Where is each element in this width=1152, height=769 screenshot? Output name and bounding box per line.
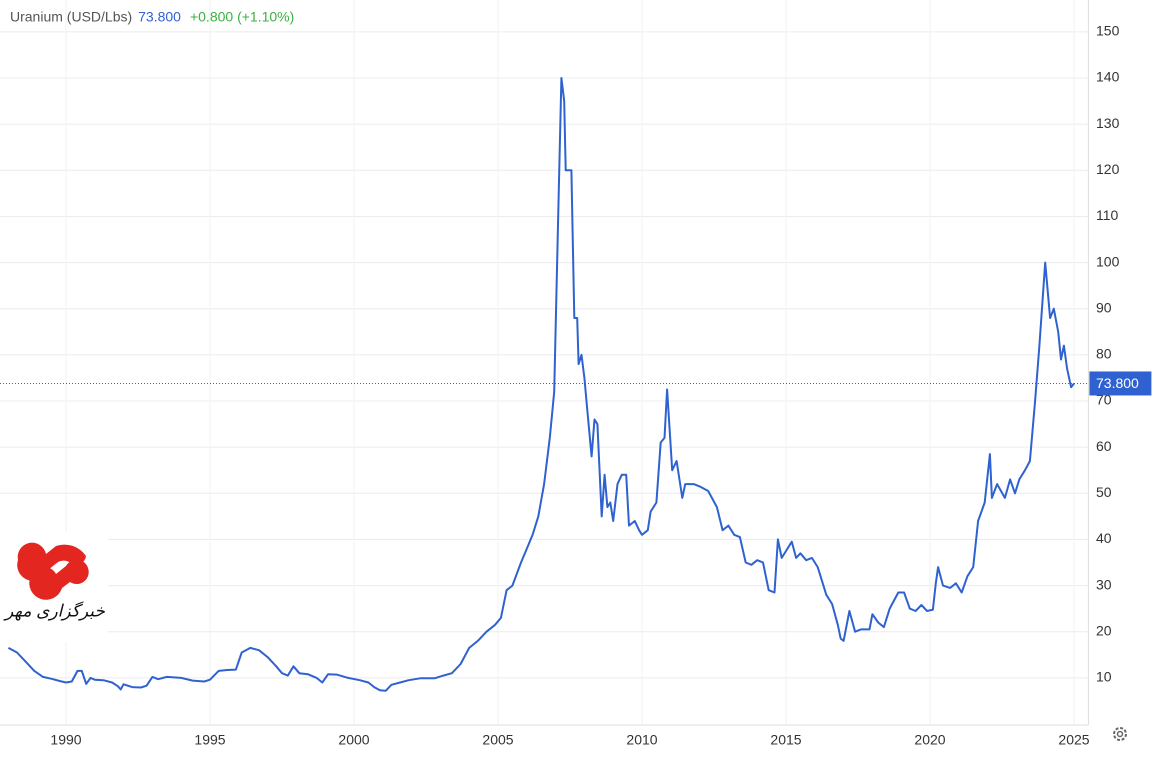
last-price: 73.800 [138,9,181,25]
grid: 10 20 30 40 50 60 70 80 90 100 110 120 130 140 150 1990… [0,0,1120,748]
y-tick-label: 30 [1096,576,1112,592]
y-tick-label: 80 [1096,346,1112,362]
y-tick-label: 150 [1096,23,1120,39]
x-tick-label: 2010 [626,732,657,748]
settings-icon[interactable] [1113,727,1127,741]
x-tick-label: 2025 [1058,732,1089,748]
y-tick-label: 130 [1096,115,1120,131]
x-tick-label: 2005 [482,732,513,748]
x-tick-label: 1995 [194,732,225,748]
x-tick-label: 1990 [50,732,81,748]
y-tick-label: 20 [1096,622,1112,638]
last-price-box [1089,371,1152,396]
y-tick-label: 60 [1096,438,1112,454]
y-tick-label: 10 [1096,669,1112,685]
watermark: خبرگزاری مهر [3,600,105,621]
y-tick-label: 100 [1096,253,1120,269]
gear-hub[interactable] [1116,730,1124,738]
y-tick-label: 140 [1096,69,1120,85]
header: Uranium (USD/Lbs) 73.800 +0.800 (+1.10%) [10,9,294,25]
y-tick-label: 110 [1096,207,1119,223]
logo-mark [29,559,89,600]
y-tick-label: 40 [1096,530,1112,546]
logo: خبرگزاری مهر [0,532,108,642]
last-price-label: 73.800 [1096,375,1139,391]
change: +0.800 (+1.10%) [190,9,294,25]
gear[interactable] [1113,727,1127,741]
y-tick-label: 120 [1096,161,1120,177]
x-tick-label: 2000 [338,732,369,748]
x-tick-label: 2015 [770,732,801,748]
chart-title: Uranium (USD/Lbs) [10,9,132,25]
price-line [7,77,1075,692]
y-tick-label: 90 [1096,299,1112,315]
y-tick-label: 50 [1096,484,1112,500]
y-tick-label: 70 [1096,392,1112,408]
plot: 73.800 [0,77,1152,692]
x-tick-label: 2020 [914,732,945,748]
